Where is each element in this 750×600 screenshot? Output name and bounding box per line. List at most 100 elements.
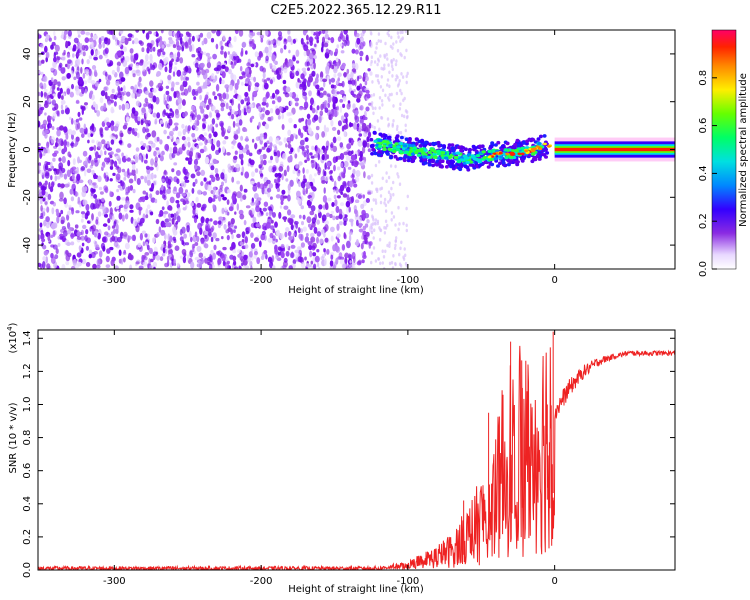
spectrogram-noise-cell xyxy=(195,196,199,203)
spectrogram-ridge-cell xyxy=(371,147,376,152)
spectrogram-noise-cell xyxy=(81,107,85,116)
spectrogram-noise-cell xyxy=(255,199,259,207)
spectrogram-noise-cell xyxy=(316,262,320,267)
spectrogram-noise-cell xyxy=(103,37,109,45)
spectrogram-noise-cell xyxy=(404,261,408,266)
spectrogram-noise-cell xyxy=(305,233,309,237)
spectrogram-noise-cell xyxy=(300,37,304,45)
spectrogram-noise-cell xyxy=(149,80,154,87)
spectrogram-noise-cell xyxy=(194,91,199,96)
spectrogram-noise-cell xyxy=(145,32,150,40)
spectrogram-noise-cell xyxy=(285,227,290,232)
spectrogram-noise-cell xyxy=(207,124,210,132)
spectrogram-noise-cell xyxy=(274,94,278,101)
spectrogram-noise-cell xyxy=(169,196,175,204)
spectrogram-noise-cell xyxy=(127,173,130,179)
spectrogram-noise-cell xyxy=(327,197,332,202)
spectrogram-noise-cell xyxy=(222,196,228,201)
spectrogram-noise-cell xyxy=(275,155,279,164)
spectrogram-noise-cell xyxy=(91,65,97,70)
spectrogram-noise-cell xyxy=(274,221,278,228)
spectrogram-noise-cell xyxy=(116,195,121,201)
spectrogram-noise-cell xyxy=(67,128,73,135)
spectrogram-noise-cell xyxy=(315,147,321,155)
spectrogram-ridge-cell xyxy=(433,155,438,159)
spectrogram-carrier-band xyxy=(554,147,675,152)
spectrogram-noise-cell xyxy=(184,65,189,73)
spectrogram-noise-cell xyxy=(239,65,243,72)
spectrogram-noise-cell xyxy=(108,74,112,81)
spectrogram-noise-cell xyxy=(395,74,398,78)
spectrogram-noise-cell xyxy=(116,236,122,243)
spectrogram-noise-cell xyxy=(126,91,131,97)
spectrogram-noise-cell xyxy=(81,133,85,139)
spectrogram-noise-cell xyxy=(380,99,384,103)
spectrogram-noise-cell xyxy=(116,50,121,56)
spectrogram-noise-cell xyxy=(161,206,165,211)
spectrogram-ridge-cell xyxy=(520,152,525,156)
spectrogram-noise-cell xyxy=(359,56,363,61)
spectrogram-noise-cell xyxy=(239,241,244,246)
spectrogram-noise-cell xyxy=(308,75,313,83)
spectrogram-noise-cell xyxy=(76,236,82,240)
spectrogram-noise-cell xyxy=(189,231,192,238)
spectrogram-noise-cell xyxy=(268,183,274,189)
spectrogram-noise-cell xyxy=(131,234,136,241)
spectrogram-noise-cell xyxy=(215,43,219,50)
spectrogram-noise-cell xyxy=(390,35,393,40)
spectrogram-noise-cell xyxy=(132,40,135,45)
spectrogram-noise-cell xyxy=(298,128,301,136)
spectrogram-noise-cell xyxy=(46,206,50,213)
spectrogram-noise-cell xyxy=(259,136,265,141)
spectrogram-noise-cell xyxy=(243,188,248,193)
spectrogram-noise-cell xyxy=(332,66,338,74)
spectrogram-noise-cell xyxy=(69,116,72,120)
spectrogram-noise-cell xyxy=(309,152,313,156)
spectrogram-noise-cell xyxy=(231,165,235,173)
spectrogram-noise-cell xyxy=(123,91,127,96)
spectrogram-noise-cell xyxy=(354,49,359,55)
spectrogram-noise-cell xyxy=(121,214,125,222)
spectrogram-noise-cell xyxy=(226,234,230,241)
spectrogram-noise-cell xyxy=(327,166,331,170)
spectrogram-noise-cell xyxy=(227,189,231,194)
spectrogram-noise-cell xyxy=(159,209,164,217)
spectrogram-noise-cell xyxy=(347,150,353,156)
spectrogram-noise-cell xyxy=(359,106,363,110)
spectrogram-noise-cell xyxy=(38,162,41,167)
spectrogram-noise-cell xyxy=(145,214,149,219)
spectrogram-noise-cell xyxy=(172,128,176,132)
spectrogram-noise-cell xyxy=(60,104,64,110)
spectrogram-noise-cell xyxy=(75,88,81,96)
spectrogram-noise-cell xyxy=(177,207,181,214)
spectrogram-ridge-cell xyxy=(427,162,432,167)
spectrogram-noise-cell xyxy=(356,85,361,91)
spectrogram-noise-cell xyxy=(176,93,181,99)
spectrogram-noise-cell xyxy=(360,203,365,209)
spectrogram-noise-cell xyxy=(290,134,294,142)
spectrogram-noise-cell xyxy=(76,252,82,258)
spectrogram-noise-cell xyxy=(113,241,119,248)
spectrogram-noise-cell xyxy=(53,79,58,86)
spectrogram-noise-cell xyxy=(328,78,332,85)
spectrogram-noise-cell xyxy=(84,102,88,106)
spectrogram-noise-cell xyxy=(150,173,155,180)
spectrogram-noise-cell xyxy=(41,123,47,129)
spectrogram-noise-cell xyxy=(102,206,107,213)
spectrogram-noise-cell xyxy=(45,34,50,41)
spectrogram-noise-cell xyxy=(304,137,309,142)
spectrogram-noise-cell xyxy=(199,94,203,101)
spectrogram-noise-cell xyxy=(348,83,352,89)
spectrogram-ridge-cell xyxy=(423,161,428,165)
spectrogram-noise-cell xyxy=(217,257,222,265)
spectrogram-noise-cell xyxy=(232,229,236,233)
spectrogram-noise-cell xyxy=(161,253,166,257)
spectrogram-ridge-cell xyxy=(465,165,470,169)
spectrogram-noise-cell xyxy=(92,101,96,108)
spectrogram-noise-cell xyxy=(205,79,210,86)
spectrogram-noise-cell xyxy=(381,88,385,93)
spectrogram-noise-cell xyxy=(163,129,167,135)
spectrogram-noise-cell xyxy=(38,234,41,241)
spectrogram-noise-cell xyxy=(287,143,292,149)
